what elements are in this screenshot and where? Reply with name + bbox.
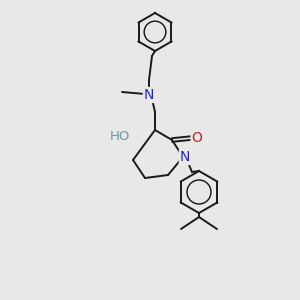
Text: HO: HO <box>110 130 130 143</box>
Text: N: N <box>144 88 154 102</box>
Text: N: N <box>180 150 190 164</box>
Text: O: O <box>192 131 203 145</box>
